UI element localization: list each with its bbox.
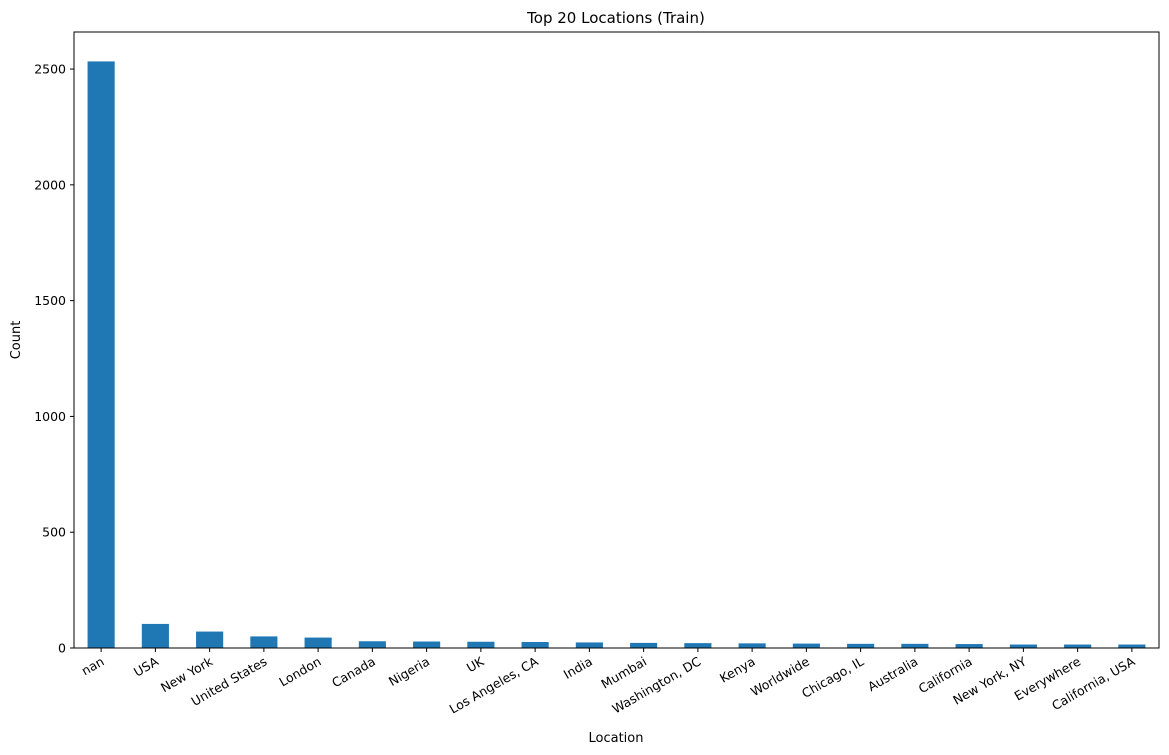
x-tick-label: USA: [131, 653, 161, 679]
x-tick-label: Kenya: [717, 654, 758, 686]
bar: [521, 641, 549, 648]
bar: [955, 644, 983, 648]
bar: [358, 641, 386, 648]
plot-frame: [73, 31, 1160, 649]
bar: [847, 643, 875, 648]
x-tick-label: Nigeria: [386, 654, 432, 689]
y-tick-label: 0: [58, 641, 66, 656]
x-tick-label: UK: [464, 653, 487, 675]
x-axis-label: Location: [589, 731, 644, 746]
bar: [575, 642, 603, 648]
bar: [467, 641, 495, 648]
y-tick-label: 1500: [34, 293, 66, 308]
bars-group: [87, 61, 1146, 649]
bar: [901, 643, 929, 648]
bar: [250, 636, 278, 648]
bar: [1118, 644, 1146, 648]
x-tick-label: Canada: [329, 654, 378, 691]
bar: [1009, 644, 1037, 648]
y-tick-label: 1000: [34, 409, 66, 424]
bar: [738, 643, 766, 648]
bar: [196, 631, 224, 648]
bar: [87, 61, 115, 649]
y-tick-label: 500: [42, 525, 66, 540]
y-tick-label: 2000: [34, 177, 66, 192]
x-tick-label: Australia: [865, 654, 920, 695]
chart-title: Top 20 Locations (Train): [526, 9, 705, 27]
y-ticks-group: 0 500 1000 1500 2000 2500: [34, 62, 74, 656]
bar: [684, 643, 712, 648]
x-tick-label: Chicago, IL: [799, 654, 866, 701]
bar: [413, 641, 441, 648]
y-tick-label: 2500: [34, 62, 66, 77]
bar: [304, 637, 332, 648]
bar: [141, 623, 169, 648]
x-tick-label: Los Angeles, CA: [447, 653, 541, 716]
bar: [630, 642, 658, 648]
x-tick-label: London: [276, 654, 323, 690]
x-tick-label: nan: [79, 654, 107, 679]
y-axis-label: Count: [9, 321, 24, 360]
bar: [792, 643, 820, 648]
bar: [1064, 644, 1092, 648]
x-tick-label: India: [561, 654, 595, 682]
